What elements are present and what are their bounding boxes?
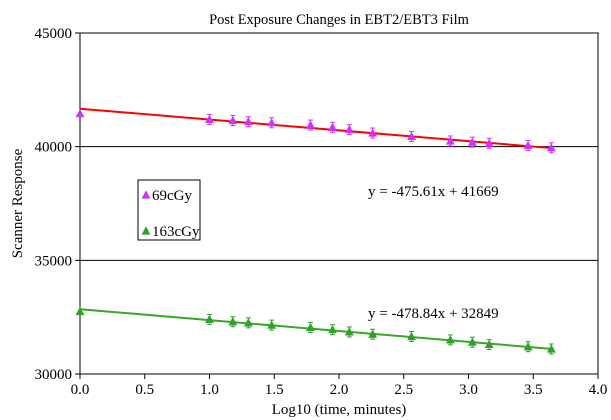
legend: 69cGy 163cGy — [137, 179, 201, 241]
data-point-163cGy — [546, 344, 556, 353]
y-tick-label: 35000 — [35, 253, 73, 269]
x-tick-label: 3.5 — [524, 382, 543, 398]
data-point-69cGy — [267, 117, 277, 127]
equation-layer: y = -475.61x + 41669 y = -478.84x + 32849 — [368, 184, 499, 322]
data-point-163cGy — [75, 306, 85, 316]
data-point-163cGy — [368, 329, 378, 338]
data-point-69cGy — [368, 128, 378, 137]
trendline-69cGy — [79, 107, 553, 150]
data-point-69cGy — [306, 120, 315, 129]
trendline-equation-163cGy: y = -478.84x + 32849 — [368, 306, 499, 322]
x-tick-label: 2.0 — [330, 382, 349, 398]
y-tick-label: 40000 — [35, 140, 73, 156]
y-axis-title: Scanner Response — [10, 148, 26, 258]
legend-label-69cGy: 69cGy — [152, 188, 192, 204]
data-point-69cGy — [546, 143, 556, 152]
legend-box — [137, 179, 201, 241]
point-layer — [75, 108, 556, 355]
x-tick-label: 1.0 — [200, 382, 219, 398]
y-tick-label: 45000 — [35, 26, 73, 42]
x-tick-label: 0.5 — [135, 382, 154, 398]
data-point-163cGy — [484, 339, 494, 349]
data-point-163cGy — [407, 331, 416, 341]
data-point-69cGy — [344, 124, 354, 134]
x-axis-title: Log10 (time, minutes) — [272, 402, 407, 418]
data-point-69cGy — [228, 115, 238, 125]
data-point-69cGy — [328, 122, 337, 131]
data-point-69cGy — [445, 136, 455, 145]
x-tick-label: 1.5 — [265, 382, 284, 398]
data-point-69cGy — [243, 116, 253, 126]
data-point-69cGy — [467, 137, 477, 146]
data-point-163cGy — [467, 337, 477, 346]
data-point-163cGy — [306, 322, 315, 331]
data-point-69cGy — [407, 131, 416, 141]
trendline-equation-69cGy: y = -475.61x + 41669 — [368, 184, 499, 200]
legend-marker-163cGy — [141, 226, 151, 235]
data-point-69cGy — [523, 140, 533, 150]
data-point-163cGy — [328, 324, 337, 334]
data-point-163cGy — [344, 327, 354, 336]
data-point-163cGy — [267, 320, 277, 329]
axis-layer: 30000 35000 40000 45000 0.0 0.5 1.0 1.5 2.0 2.5 3.… — [35, 26, 608, 398]
data-point-69cGy — [484, 138, 494, 147]
data-point-163cGy — [243, 318, 253, 327]
x-tick-label: 3.0 — [459, 382, 478, 398]
legend-marker-69cGy — [141, 190, 151, 199]
data-point-69cGy — [75, 108, 85, 118]
x-tick-label: 4.0 — [589, 382, 608, 398]
data-point-163cGy — [228, 316, 238, 326]
y-tick-label: 30000 — [35, 367, 73, 383]
chart-title: Post Exposure Changes in EBT2/EBT3 Film — [209, 12, 470, 28]
legend-label-163cGy: 163cGy — [152, 224, 200, 240]
x-tick-label: 2.5 — [394, 382, 413, 398]
data-point-163cGy — [205, 314, 214, 324]
data-point-69cGy — [205, 114, 214, 123]
data-point-163cGy — [523, 341, 533, 351]
data-point-163cGy — [445, 335, 455, 344]
x-tick-label: 0.0 — [71, 382, 90, 398]
